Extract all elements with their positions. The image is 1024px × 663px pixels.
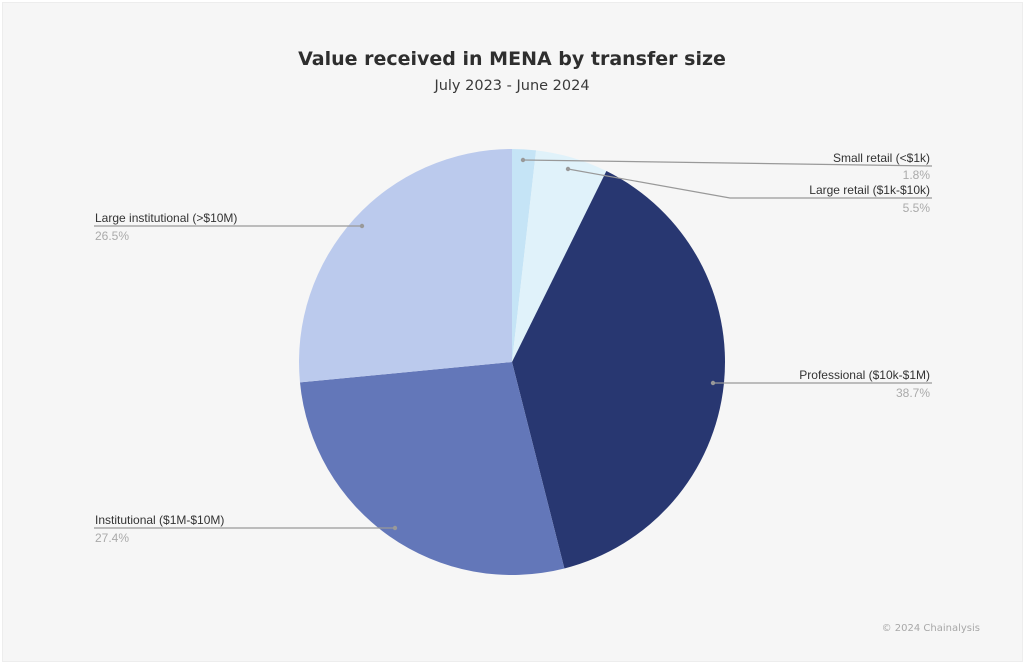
- chart-subtitle: July 2023 - June 2024: [434, 78, 590, 94]
- label-large-institutional: Large institutional (>$10M): [95, 211, 238, 225]
- label-small-retail: Small retail (<$1k): [832, 151, 930, 165]
- label-professional: Professional ($10k-$1M): [799, 368, 930, 382]
- pie-slice: [299, 362, 565, 575]
- pie-slice: [512, 171, 726, 569]
- pie-slices: [299, 149, 726, 575]
- leader-dots: [359, 157, 716, 531]
- leader-line-large-retail: [567, 168, 932, 199]
- leader-lines: [94, 159, 933, 529]
- label-large-retail: Large retail ($1k-$10k): [809, 183, 930, 197]
- copyright: © 2024 Chainalysis: [881, 623, 980, 634]
- value-small-retail: 1.8%: [902, 168, 930, 182]
- value-large-retail: 5.5%: [902, 201, 930, 215]
- value-professional: 38.7%: [895, 386, 930, 400]
- label-institutional: Institutional ($1M-$10M): [95, 513, 225, 527]
- leader-line-small-retail: [522, 159, 933, 167]
- value-institutional: 27.4%: [95, 531, 130, 545]
- pie-slice: [512, 149, 537, 362]
- pie-slice: [299, 149, 512, 383]
- value-large-institutional: 26.5%: [95, 229, 130, 243]
- pie-slice: [512, 150, 607, 362]
- chart-title: Value received in MENA by transfer size: [298, 48, 726, 70]
